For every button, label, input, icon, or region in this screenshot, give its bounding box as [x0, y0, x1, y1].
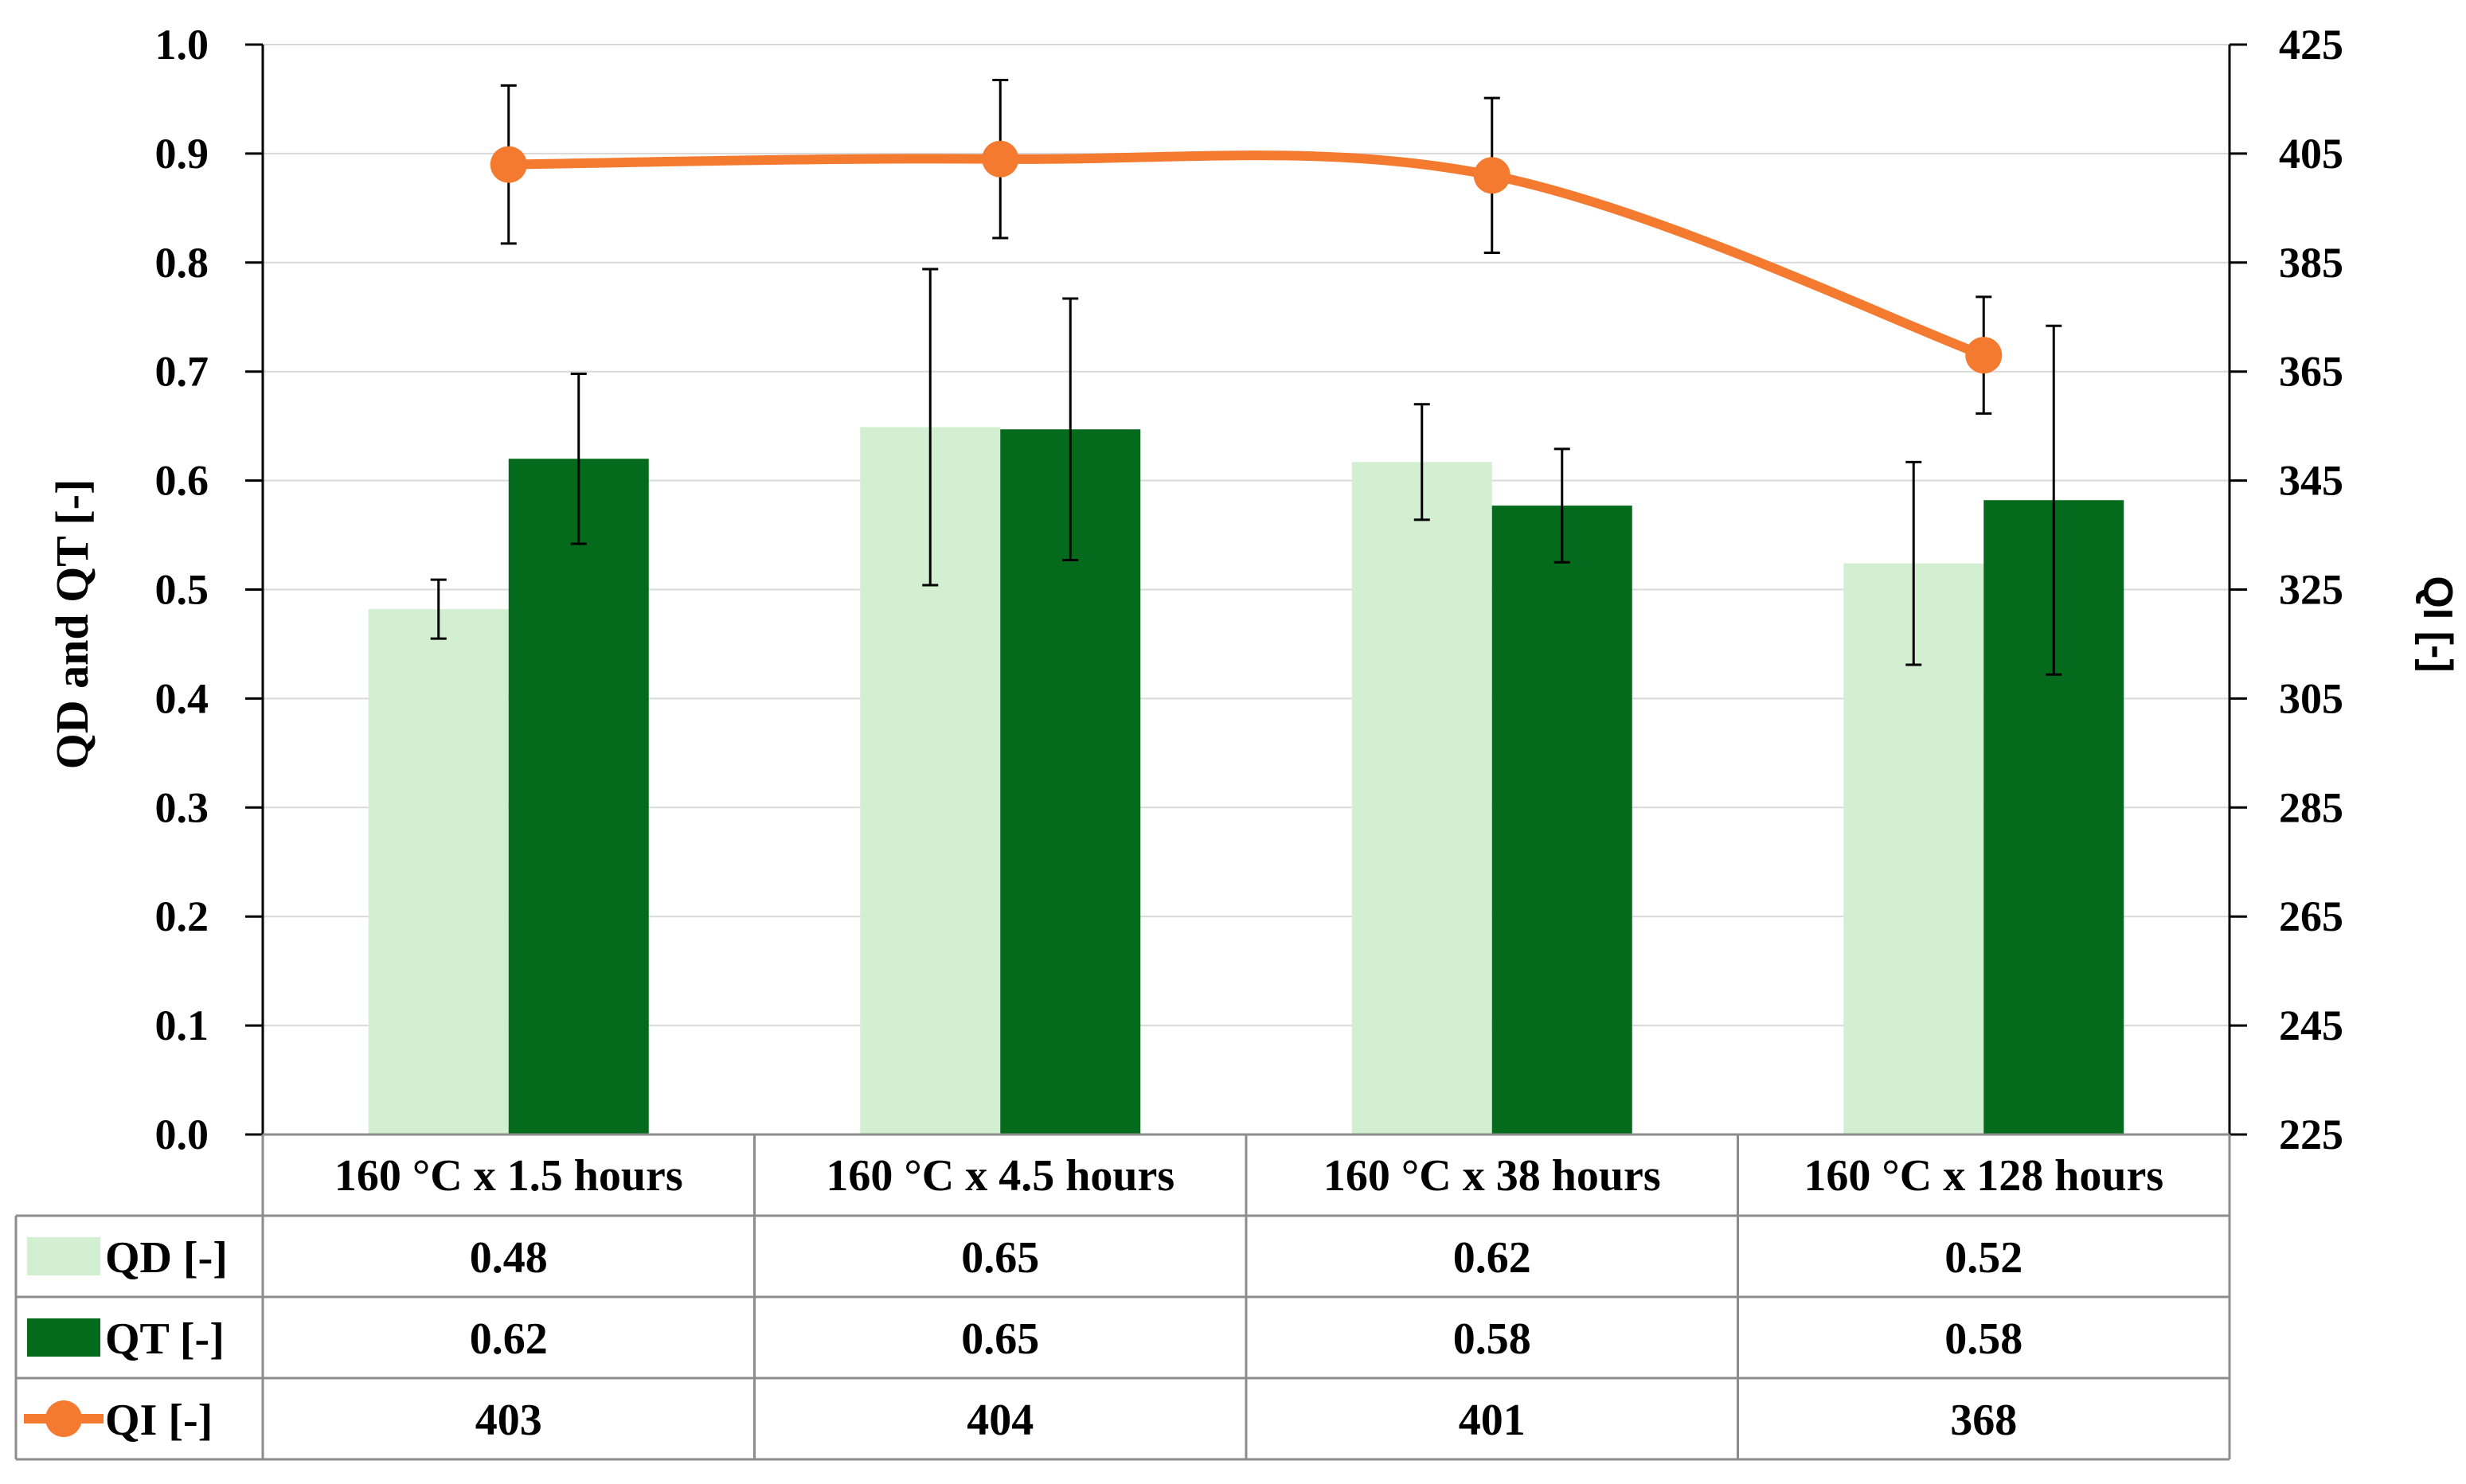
- legend-label: QD [-]: [105, 1233, 228, 1283]
- legend-swatch: [27, 1318, 100, 1357]
- qi-point: [490, 146, 527, 183]
- qi-line: [490, 78, 2003, 415]
- qi-point: [982, 140, 1019, 178]
- table-cell: 401: [1459, 1396, 1526, 1445]
- right-tick-label: 365: [2279, 348, 2343, 396]
- left-tick-label: 1.0: [155, 21, 209, 68]
- left-tick-label: 0.8: [155, 239, 209, 287]
- right-tick-label: 405: [2279, 130, 2343, 178]
- error-bars: [430, 268, 2062, 676]
- table-cell: 0.65: [961, 1314, 1039, 1364]
- table-cell: 0.52: [1944, 1233, 2022, 1283]
- qi-point: [1473, 157, 1510, 194]
- data-table: 160 °C x 1.5 hours 160 °C x 4.5 hours 160 …: [14, 1133, 2231, 1461]
- legend-label: QT [-]: [105, 1314, 225, 1364]
- right-tick-label: 305: [2279, 674, 2343, 722]
- qt-bar: [508, 459, 649, 1134]
- left-tick-label: 0.7: [155, 348, 209, 396]
- left-tick-label: 0.9: [155, 130, 209, 178]
- right-tick-label: 265: [2279, 892, 2343, 940]
- left-tick-label: 0.5: [155, 566, 209, 614]
- category-label: 160 °C x 1.5 hours: [334, 1151, 683, 1201]
- table-cell: 403: [475, 1396, 542, 1445]
- axes: [245, 43, 2247, 1136]
- y-axis-title: QD and QT [-]: [46, 479, 98, 770]
- category-label: 160 °C x 128 hours: [1804, 1151, 2163, 1201]
- bars: [368, 427, 2124, 1134]
- right-tick-label: 425: [2279, 21, 2343, 68]
- table-cell: 0.48: [470, 1233, 548, 1283]
- table-cell: 0.65: [961, 1233, 1039, 1283]
- left-tick-label: 0.3: [155, 783, 209, 831]
- category-label: 160 °C x 4.5 hours: [826, 1151, 1174, 1201]
- qd-bar: [368, 609, 509, 1134]
- right-tick-label: 285: [2279, 783, 2343, 831]
- left-tick-label: 0.4: [155, 674, 209, 722]
- table-cell: 0.62: [470, 1314, 548, 1364]
- legend-marker: [45, 1400, 82, 1437]
- right-tick-label: 325: [2279, 566, 2343, 614]
- right-tick-label: 385: [2279, 239, 2343, 287]
- qi-point: [1965, 337, 2003, 374]
- left-axis-ticks: 0.0 0.1 0.2 0.3 0.4 0.5 0.6 0.7 0.8 0.9 1.0: [155, 21, 209, 1158]
- right-tick-label: 345: [2279, 457, 2343, 505]
- qd-bar: [1351, 462, 1492, 1134]
- right-tick-label: 245: [2279, 1002, 2343, 1049]
- qi-line-path: [503, 150, 1989, 361]
- left-tick-label: 0.1: [155, 1002, 209, 1049]
- table-cell: 404: [967, 1396, 1034, 1445]
- right-tick-label: 225: [2279, 1111, 2343, 1158]
- legend-label: QI [-]: [105, 1396, 213, 1445]
- category-label: 160 °C x 38 hours: [1323, 1151, 1661, 1201]
- table-cell: 0.58: [1453, 1314, 1531, 1364]
- left-tick-label: 0.6: [155, 457, 209, 505]
- y2-axis-title: QI [-]: [2414, 576, 2460, 672]
- legend-swatch: [27, 1237, 100, 1275]
- table-cell: 368: [1950, 1396, 2017, 1445]
- qt-bar: [1491, 506, 1632, 1134]
- right-axis-ticks: 225 245 265 285 305 325 345 365 385 405 425: [2279, 21, 2343, 1158]
- left-tick-label: 0.2: [155, 892, 209, 940]
- left-tick-label: 0.0: [155, 1111, 209, 1158]
- table-cell: 0.62: [1453, 1233, 1531, 1283]
- table-cell: 0.58: [1944, 1314, 2022, 1364]
